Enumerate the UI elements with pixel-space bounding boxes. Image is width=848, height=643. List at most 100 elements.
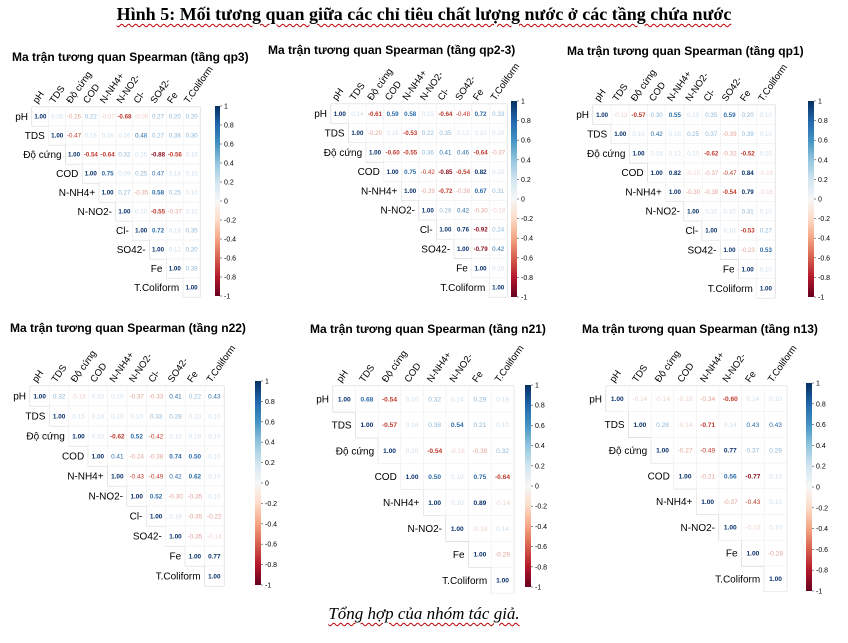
- cell-value-label: 1.00: [724, 525, 737, 532]
- cell-value-label: 0.10: [92, 393, 105, 400]
- cell-value-label: 0.74: [169, 453, 182, 460]
- cell-value-label: 0.22: [189, 393, 202, 400]
- cell-value-label: 0.10: [492, 265, 505, 272]
- legend-tick-label: -1: [265, 583, 271, 590]
- row-label: T.Coliform: [440, 283, 485, 294]
- cell-value-label: 1.00: [633, 422, 646, 429]
- row-label: Độ cứng: [587, 149, 625, 160]
- cell-value-label: 0.89: [473, 500, 486, 507]
- row-label: Cl-: [685, 226, 698, 237]
- cell-value-label: -0.14: [632, 396, 647, 403]
- cell-value-label: 0.10: [760, 112, 773, 119]
- cell-value-label: 0.52: [130, 433, 143, 440]
- column-label: TDS: [630, 363, 650, 385]
- legend-tick-label: 1: [224, 104, 228, 111]
- row-label: pH: [589, 394, 602, 405]
- figure-title: Hình 5: Mối tương quan giữa các chỉ tiêu…: [116, 4, 732, 24]
- legend-tick-label: -1: [521, 295, 527, 302]
- panel-title-n13: Ma trận tương quan Spearman (tầng n13): [582, 322, 818, 336]
- panel-title-qp3: Ma trận tương quan Spearman (tầng qp3): [12, 50, 249, 64]
- cell-value-label: 0.10: [769, 473, 782, 480]
- cell-value-label: 1.00: [189, 553, 202, 560]
- cell-value-label: 0.10: [475, 130, 488, 137]
- cell-value-label: -0.23: [741, 247, 756, 254]
- cell-value-label: -0.35: [188, 533, 203, 540]
- cell-value-label: -0.27: [678, 448, 693, 455]
- cell-value-label: -0.61: [368, 111, 383, 118]
- cell-value-label: 1.00: [338, 396, 351, 403]
- cell-value-label: 0.31: [492, 188, 505, 195]
- row-label: TDS: [25, 131, 45, 142]
- cell-value-label: -0.29: [495, 552, 510, 559]
- legend-tick-label: -0.2: [224, 218, 236, 225]
- cell-value-label: 0.50: [189, 453, 202, 460]
- figure-caption: Tổng hợp của nhóm tác giả.: [328, 604, 520, 623]
- column-label: T.Coliform: [766, 343, 800, 384]
- legend-tick-label: -0.4: [535, 524, 547, 531]
- cell-value-label: 0.27: [118, 190, 131, 197]
- cell-value-label: 0.55: [669, 112, 682, 119]
- cell-value-label: 0.18: [102, 133, 115, 140]
- cell-value-label: 1.00: [473, 552, 486, 559]
- legend-tick-label: 0.6: [535, 423, 545, 430]
- cell-value-label: 0.35: [705, 112, 718, 119]
- row-label: N-NO2-: [681, 523, 715, 534]
- cell-value-label: 0.68: [360, 396, 373, 403]
- row-label: N-NH4+: [67, 472, 104, 483]
- cell-value-label: 0.10: [186, 209, 199, 216]
- cell-value-label: -0.35: [134, 190, 149, 197]
- legend-tick-label: 0: [535, 484, 539, 491]
- row-label: pH: [13, 392, 26, 403]
- cell-value-label: 0.37: [746, 448, 759, 455]
- legend-tick-label: -0.6: [265, 542, 277, 549]
- row-label: Cl-: [130, 512, 143, 523]
- legend-tick-label: 0.4: [521, 157, 531, 164]
- legend-tick-label: 1: [818, 99, 822, 106]
- cell-value-label: -0.60: [386, 149, 401, 156]
- cell-value-label: 0.75: [404, 169, 417, 176]
- cell-value-label: -0.64: [474, 149, 489, 156]
- cell-value-label: 0.33: [150, 413, 163, 420]
- row-label: N-NO2-: [89, 492, 123, 503]
- cell-value-label: -0.64: [101, 152, 116, 159]
- cell-value-label: 0.58: [404, 111, 417, 118]
- cell-value-label: -0.14: [495, 500, 510, 507]
- legend-tick-label: -0.4: [265, 521, 277, 528]
- cell-value-label: 0.15: [651, 150, 664, 157]
- panel-title-n21: Ma trận tương quan Spearman (tầng n21): [310, 322, 546, 336]
- legend-tick-label: -0.8: [224, 275, 236, 282]
- row-label: COD: [375, 472, 397, 483]
- cell-value-label: -0.20: [368, 130, 383, 137]
- cell-value-label: 0.10: [186, 190, 199, 197]
- row-label: COD: [358, 167, 380, 178]
- cell-value-label: 0.15: [422, 111, 435, 118]
- cell-value-label: 1.00: [422, 207, 435, 214]
- row-label: COD: [621, 168, 643, 179]
- cell-value-label: -0.54: [382, 396, 397, 403]
- legend-tick-label: -0.2: [818, 216, 830, 223]
- legend-tick-label: 0: [224, 199, 228, 206]
- cell-value-label: 0.18: [169, 171, 182, 178]
- legend-tick-label: 0.2: [818, 177, 828, 184]
- cell-value-label: 1.00: [72, 433, 85, 440]
- cell-value-label: 0.10: [451, 500, 464, 507]
- cell-value-label: -0.47: [722, 170, 737, 177]
- cell-value-label: 0.82: [475, 169, 488, 176]
- legend-tick-label: 1: [265, 379, 269, 386]
- cell-value-label: 1.00: [102, 190, 115, 197]
- cell-value-label: 1.00: [53, 413, 66, 420]
- row-label: Fe: [456, 264, 468, 275]
- cell-value-label: 1.00: [169, 266, 182, 273]
- cell-value-label: -0.57: [382, 422, 397, 429]
- cell-value-label: 0.36: [422, 149, 435, 156]
- cell-value-label: 0.39: [742, 131, 755, 138]
- cell-value-label: 1.00: [496, 578, 509, 585]
- row-label: SO42-: [117, 245, 146, 256]
- row-label: TDS: [25, 412, 45, 423]
- legend-tick-label: 1: [816, 381, 820, 388]
- row-label: Fe: [170, 552, 182, 563]
- color-legend-bar: [255, 381, 261, 585]
- cell-value-label: 0.43: [746, 422, 759, 429]
- legend-tick-label: 0.2: [521, 177, 531, 184]
